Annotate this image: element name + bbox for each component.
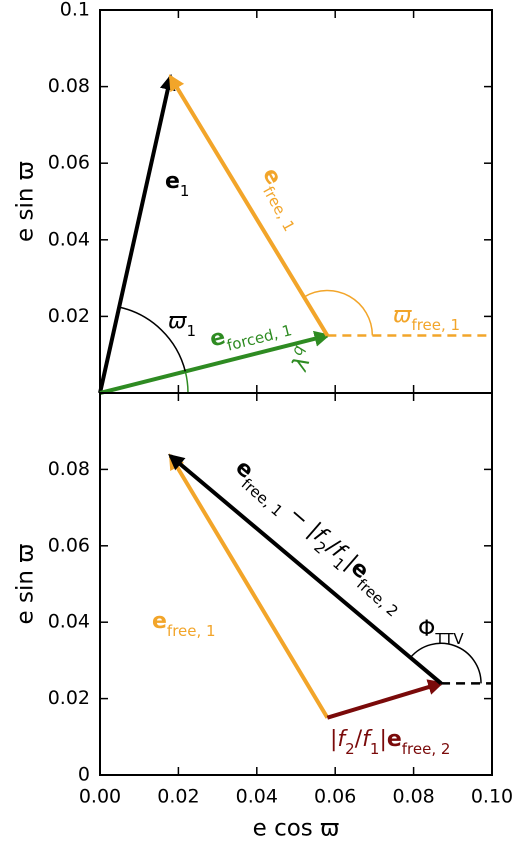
vector-label: eforced, 1	[207, 309, 293, 358]
label-part: 1	[186, 322, 196, 340]
y-tick-label: 0.1	[60, 0, 90, 21]
y-tick-label: 0.08	[48, 458, 90, 480]
vector	[168, 453, 443, 685]
label-part: ϖ	[393, 303, 412, 328]
label-part: forced, 1	[225, 321, 294, 355]
y-tick-label: 0	[78, 764, 90, 786]
angle-label: ϖfree, 1	[393, 303, 460, 334]
y-tick-label: 0.08	[48, 75, 90, 97]
angle-arc	[119, 306, 187, 372]
vector	[168, 453, 330, 719]
angle-arc	[409, 642, 482, 684]
y-tick-label: 0.04	[48, 611, 90, 633]
label-part: free, 1	[238, 474, 287, 520]
angle-label: λq	[282, 342, 319, 375]
y-tick-label: 0.04	[48, 228, 90, 250]
label-part: free, 1	[411, 316, 460, 334]
label-part: |	[379, 727, 386, 752]
label-part: e	[207, 325, 228, 353]
label-part: Φ	[418, 617, 435, 642]
angle-label: ΦTTV	[418, 617, 464, 648]
y-tick-label: 0.02	[48, 687, 90, 709]
label-part: 2	[345, 740, 355, 758]
x-tick-label: 0.02	[157, 786, 199, 808]
x-tick-label: 0.06	[314, 786, 356, 808]
label-part: /	[355, 727, 363, 752]
vector-label: |f2/f1|efree, 2	[330, 727, 450, 758]
angle-arc	[303, 289, 374, 336]
label-part: f	[337, 727, 348, 752]
x-tick-label: 0.04	[236, 786, 278, 808]
y-tick-label: 0.02	[48, 305, 90, 327]
label-part: free, 1	[167, 622, 216, 640]
y-tick-label: 0.06	[48, 152, 90, 174]
label-part: |	[330, 727, 337, 752]
vector-label: efree, 1	[152, 609, 216, 640]
angle-label: ϖ1	[168, 309, 196, 340]
x-tick-label: 0.08	[392, 786, 434, 808]
label-part: TTV	[434, 630, 464, 648]
y-tick-label: 0.06	[48, 534, 90, 556]
vector-label: e1	[165, 169, 189, 200]
y-axis-label: e sin ϖ	[13, 161, 39, 242]
plot-frame	[99, 392, 493, 776]
label-part: 1	[370, 740, 380, 758]
x-tick-label: 0.10	[471, 786, 513, 808]
y-axis-label: e sin ϖ	[13, 544, 39, 625]
label-part: ϖ	[168, 309, 187, 334]
x-axis-label: e cos ϖ	[253, 816, 340, 842]
label-part: free, 2	[402, 740, 451, 758]
vector	[99, 330, 331, 395]
label-part: free, 1	[260, 183, 299, 234]
label-part: 1	[180, 182, 190, 200]
vector	[98, 73, 176, 394]
label-part: f	[362, 727, 373, 752]
label-part: e	[152, 609, 167, 634]
x-tick-label: 0.00	[79, 786, 121, 808]
vector	[326, 679, 445, 720]
label-part: e	[165, 169, 180, 194]
angle-arc	[184, 371, 189, 394]
vector	[168, 74, 330, 337]
label-part: e	[387, 727, 402, 752]
